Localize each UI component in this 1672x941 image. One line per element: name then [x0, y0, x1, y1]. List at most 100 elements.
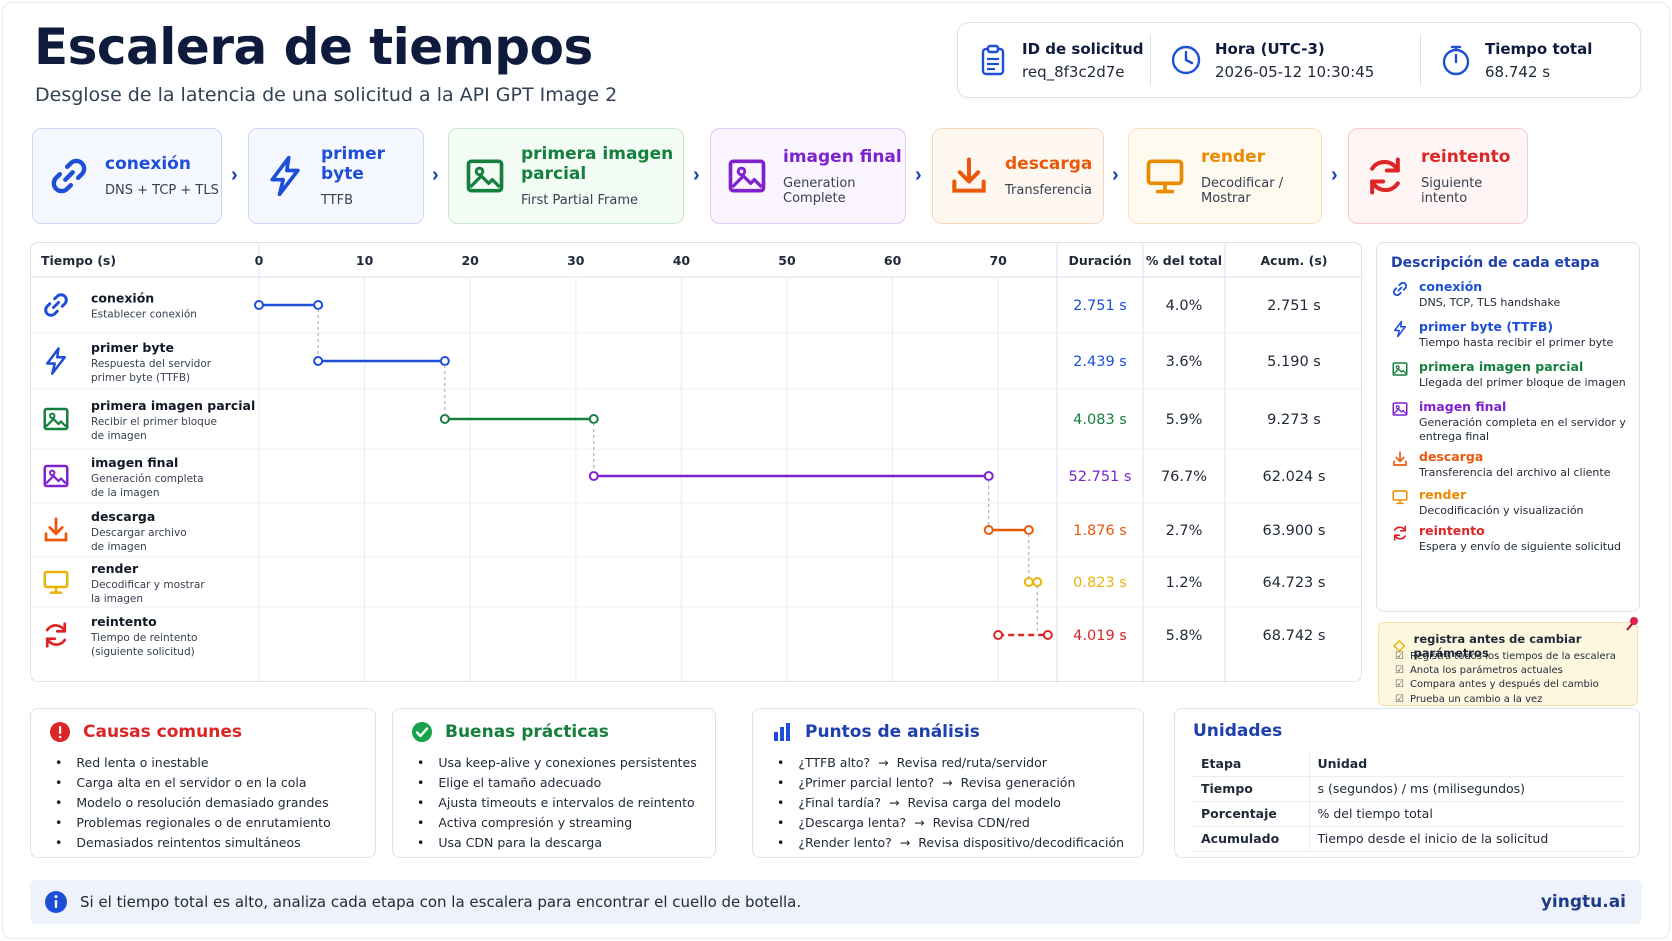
- stage-step-2: primer byte TTFB: [248, 128, 424, 224]
- stage-description-name: render: [1419, 487, 1467, 502]
- units-cell: Tiempo: [1193, 776, 1310, 802]
- cumulative-value: 9.273 s: [1267, 412, 1321, 428]
- image-icon: [43, 407, 69, 431]
- stage-step-subtitle: First Partial Frame: [521, 193, 638, 208]
- analysis-question: ¿Descarga lenta?: [798, 815, 907, 830]
- stage-description-name: imagen final: [1419, 399, 1507, 414]
- refresh-icon: [1391, 524, 1409, 542]
- segment-end-point: [1023, 525, 1034, 535]
- bar-chart-icon: [774, 723, 790, 741]
- page-subtitle: Desglose de la latencia de una solicitud…: [35, 84, 618, 106]
- analysis-question: ¿Final tardía?: [798, 795, 881, 810]
- stage-description-item: primera imagen parcial Llegada del prime…: [1391, 359, 1629, 390]
- practices-title: Buenas prácticas: [411, 721, 609, 743]
- row-description: Tiempo de reintento: [90, 632, 197, 644]
- stage-description-item: descarga Transferencia del archivo al cl…: [1391, 449, 1629, 480]
- download-icon: [44, 517, 68, 542]
- x-tick-label: 60: [884, 253, 902, 268]
- stage-step-subtitle: Siguiente intento: [1421, 175, 1483, 206]
- duration-value: 0.823 s: [1073, 575, 1127, 591]
- chevron-right-icon: ›: [693, 164, 700, 186]
- row-name: render: [91, 561, 139, 576]
- image-icon: [463, 154, 507, 198]
- stage-description-item: render Decodificación y visualización: [1391, 487, 1629, 518]
- units-cell: Tiempo desde el inicio de la solicitud: [1309, 826, 1623, 852]
- row-description: Establecer conexión: [91, 309, 197, 321]
- units-cell: Unidad: [1309, 751, 1623, 777]
- link-icon: [47, 154, 91, 198]
- segment-start-point: [588, 471, 599, 481]
- duration-value: 4.019 s: [1073, 628, 1127, 644]
- column-header: Duración: [1068, 253, 1131, 268]
- cumulative-value: 68.742 s: [1263, 628, 1326, 644]
- units-cell: Acumulado: [1193, 826, 1310, 852]
- lightning-icon: [263, 154, 307, 198]
- monitor-icon: [1391, 488, 1409, 506]
- x-tick-label: 40: [673, 253, 691, 268]
- image-icon: [1391, 360, 1409, 378]
- segment-end-point: [313, 300, 324, 310]
- analysis-card: Puntos de análisis ¿TTFB alto? → Revisa re…: [752, 708, 1144, 858]
- x-tick-label: 0: [255, 253, 264, 268]
- cumulative-value: 64.723 s: [1263, 575, 1326, 591]
- stage-step-5: descarga Transferencia: [932, 128, 1104, 224]
- row-description: de imagen: [91, 430, 147, 442]
- stage-descriptions-panel: Descripción de cada etapa conexión DNS, …: [1376, 242, 1640, 612]
- row-name: conexión: [91, 291, 154, 306]
- practice-item: Usa CDN para la descarga: [417, 833, 697, 853]
- units-cell: Etapa: [1193, 751, 1310, 777]
- stage-description-text: Espera y envío de siguiente solicitud: [1419, 540, 1622, 553]
- percent-value: 76.7%: [1161, 469, 1207, 485]
- chevron-right-icon: ›: [1112, 164, 1119, 186]
- duration-value: 1.876 s: [1073, 523, 1127, 539]
- stage-step-title: imagen final: [783, 146, 902, 167]
- units-title: Unidades: [1193, 721, 1283, 741]
- chevron-right-icon: ›: [1331, 164, 1338, 186]
- x-tick-label: 50: [778, 253, 796, 268]
- column-header: % del total: [1146, 253, 1222, 268]
- request-id-label: ID de solicitud: [1022, 39, 1144, 58]
- x-axis-label: Tiempo (s): [41, 253, 116, 268]
- row-description: Decodificar y mostrar: [91, 579, 205, 591]
- stage-description-name: reintento: [1419, 523, 1485, 538]
- row-name: primer byte: [91, 340, 174, 355]
- total-time-item: Tiempo total 68.742 s: [1420, 34, 1620, 86]
- segment-end-point: [1042, 630, 1053, 640]
- page-title: Escalera de tiempos: [34, 18, 593, 76]
- stage-description-text: DNS, TCP, TLS handshake: [1419, 296, 1561, 309]
- analysis-item: ¿Final tardía? → Revisa carga del modelo: [777, 793, 1124, 813]
- cumulative-value: 62.024 s: [1263, 469, 1326, 485]
- request-meta-panel: ID de solicitud req_8f3c2d7e Hora (UTC-3)…: [957, 22, 1641, 98]
- analysis-action: Revisa dispositivo/decodificación: [918, 835, 1125, 850]
- checklist-note: registra antes de cambiar parámetros Reg…: [1378, 617, 1638, 719]
- column-header: Acum. (s): [1261, 253, 1328, 268]
- ladder-svg: 0 10 20 30 40 50 60 70 Tiempo (s) Duración % del t…: [31, 243, 1363, 683]
- analysis-item: ¿Primer parcial lento? → Revisa generación: [777, 773, 1124, 793]
- total-time-label: Tiempo total: [1485, 39, 1593, 58]
- chevron-right-icon: ›: [432, 164, 439, 186]
- image-icon: [43, 464, 69, 488]
- image-icon: [725, 154, 769, 198]
- brand-link[interactable]: yingtu.ai: [1540, 892, 1626, 912]
- stage-step-subtitle: Generation Complete: [783, 175, 856, 206]
- practice-item: Elige el tamaño adecuado: [417, 773, 697, 793]
- duration-value: 2.439 s: [1073, 354, 1127, 370]
- analysis-question: ¿TTFB alto?: [798, 755, 871, 770]
- units-cell: Porcentaje: [1193, 801, 1310, 827]
- segment-end-point: [439, 356, 450, 366]
- causes-title-text: Causas comunes: [83, 722, 243, 742]
- lightning-icon: [1391, 320, 1409, 338]
- footer-text: Si el tiempo total es alto, analiza cada…: [80, 893, 802, 911]
- units-row: Etapa Unidad: [1193, 751, 1623, 777]
- cause-item: Red lenta o inestable: [55, 753, 331, 773]
- cumulative-value: 5.190 s: [1267, 354, 1321, 370]
- analysis-action: Revisa generación: [960, 775, 1076, 790]
- segment-end-point: [1032, 577, 1043, 587]
- units-row: Porcentaje% del tiempo total: [1193, 801, 1623, 827]
- causes-card: Causas comunes Red lenta o inestableCarg…: [30, 708, 376, 858]
- analysis-item: ¿Descarga lenta? → Revisa CDN/red: [777, 813, 1124, 833]
- segment-start-point: [1023, 577, 1034, 587]
- arrow-right-icon: →: [878, 755, 889, 770]
- checklist-item: Prueba un cambio a la vez: [1395, 693, 1616, 707]
- checklist-item: Compara antes y después del cambio: [1395, 678, 1616, 692]
